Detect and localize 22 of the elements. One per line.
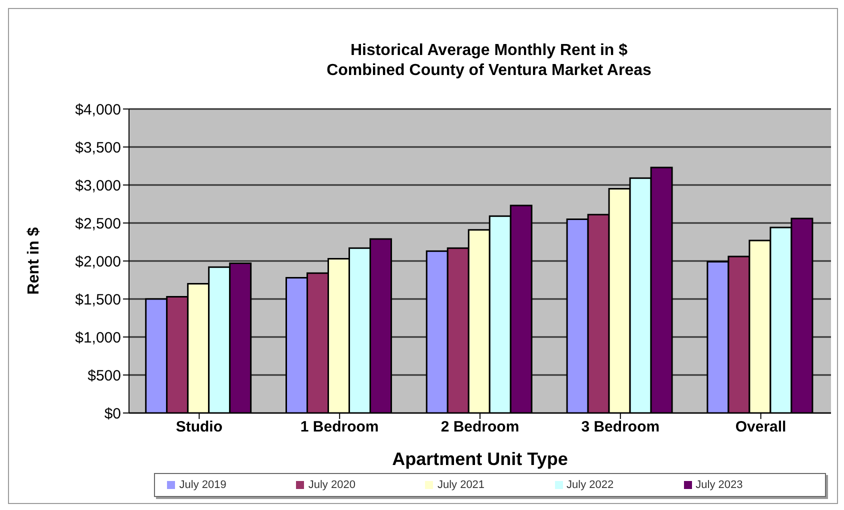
y-tick-label: $500 bbox=[88, 367, 121, 384]
y-tick-label: $4,000 bbox=[75, 101, 121, 118]
x-tick-label: Overall bbox=[735, 418, 786, 436]
x-tick-label: 2 Bedroom bbox=[440, 418, 520, 436]
y-tick-label: $1,500 bbox=[75, 291, 121, 308]
x-tick-label: 3 Bedroom bbox=[581, 418, 660, 436]
x-axis-title: Apartment Unit Type bbox=[392, 449, 568, 469]
y-axis-title: Rent in $ bbox=[26, 227, 43, 295]
legend-label: July 2023 bbox=[696, 479, 743, 491]
legend-label: July 2022 bbox=[566, 479, 614, 491]
y-tick-label: $3,500 bbox=[75, 139, 121, 156]
legend-label: July 2021 bbox=[437, 479, 485, 491]
x-tick-label: 1 Bedroom bbox=[300, 418, 379, 436]
legend-label: July 2020 bbox=[308, 479, 356, 491]
legend-label: July 2019 bbox=[179, 479, 226, 491]
y-tick-label: $2,000 bbox=[75, 253, 121, 270]
x-tick-label: Studio bbox=[176, 418, 223, 436]
chart-title: Historical Average Monthly Rent in $ Combined County of Ventura Market Areas bbox=[326, 41, 652, 81]
y-tick-label: $1,000 bbox=[75, 329, 121, 346]
y-tick-label: $3,000 bbox=[75, 177, 121, 194]
y-tick-label: $2,500 bbox=[75, 215, 121, 232]
y-tick-label: $0 bbox=[104, 405, 121, 422]
